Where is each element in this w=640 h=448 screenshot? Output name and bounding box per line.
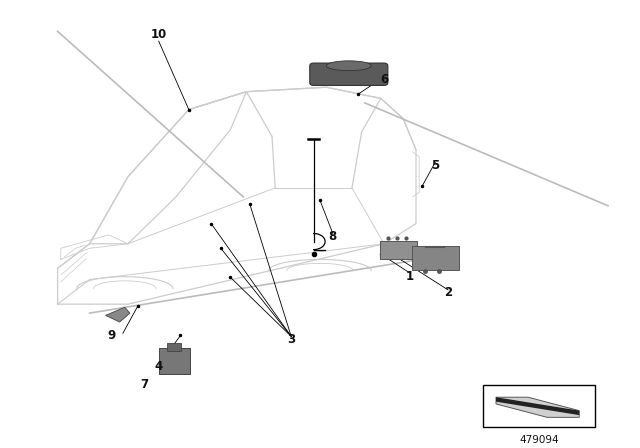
Text: 1: 1 — [406, 270, 413, 283]
Text: 9: 9 — [108, 329, 116, 342]
Text: 2: 2 — [444, 286, 452, 300]
FancyBboxPatch shape — [167, 343, 181, 351]
Text: 5: 5 — [431, 159, 439, 172]
FancyBboxPatch shape — [380, 241, 417, 259]
FancyBboxPatch shape — [412, 246, 459, 270]
FancyBboxPatch shape — [159, 348, 190, 375]
Text: 8: 8 — [329, 230, 337, 243]
Polygon shape — [496, 397, 579, 415]
FancyBboxPatch shape — [310, 63, 388, 86]
Text: 10: 10 — [150, 28, 167, 41]
Text: 3: 3 — [287, 333, 295, 346]
Polygon shape — [106, 307, 130, 322]
Text: 4: 4 — [155, 360, 163, 373]
Ellipse shape — [326, 61, 371, 71]
Text: 6: 6 — [380, 73, 388, 86]
FancyBboxPatch shape — [483, 385, 595, 427]
Polygon shape — [496, 397, 579, 418]
Text: 7: 7 — [140, 378, 148, 391]
Text: 479094: 479094 — [520, 435, 559, 445]
